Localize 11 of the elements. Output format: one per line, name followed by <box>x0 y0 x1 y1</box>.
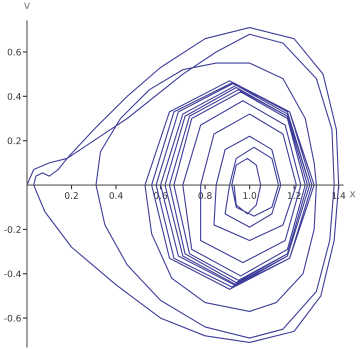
y-tick-label: -0.4 <box>4 270 21 278</box>
x-tick-label: 1.0 <box>243 192 256 199</box>
y-tick-label: 0.4 <box>8 93 21 100</box>
y-tick-label: 0.6 <box>8 48 21 56</box>
x-tick-label: 0.2 <box>64 192 78 199</box>
x-axis-title: x <box>350 191 356 198</box>
y-tick-label: -0.2 <box>4 226 21 233</box>
y-tick-label: 0.2 <box>8 137 21 144</box>
x-tick-label: 0.4 <box>109 192 123 199</box>
y-axis-title: v <box>24 2 30 9</box>
y-tick-label: -0.6 <box>4 314 21 322</box>
